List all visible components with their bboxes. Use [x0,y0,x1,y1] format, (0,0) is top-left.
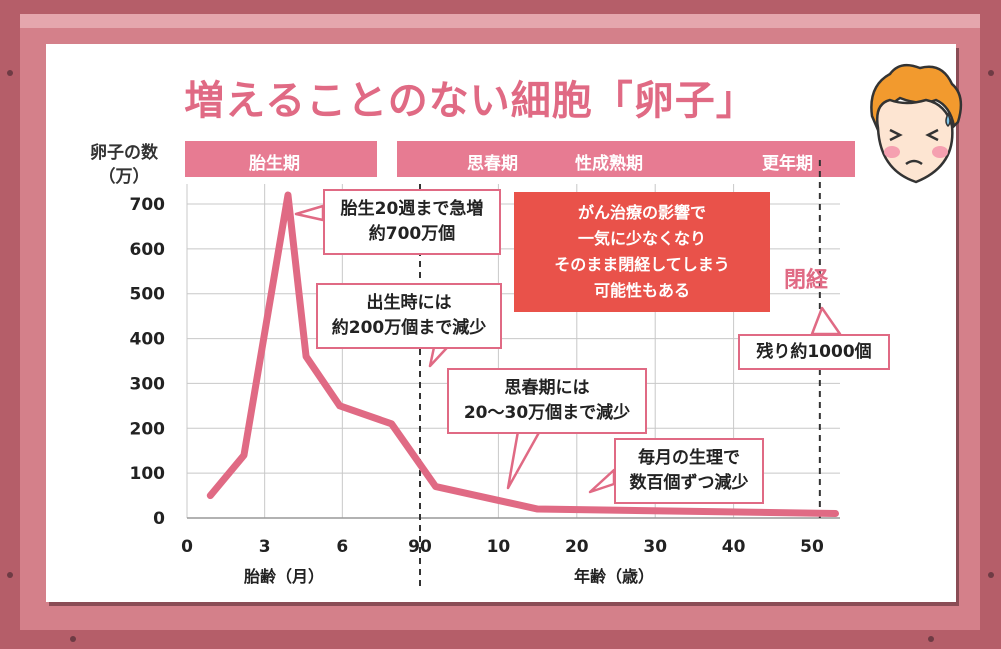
x-tick-label: 10 [487,537,511,557]
rivet-icon [7,70,13,76]
warning-line1: がん治療の影響で [577,203,706,222]
callout-remaining-pointer [810,306,842,336]
callout-birth-line1: 出生時には [366,293,452,313]
menopause-label: 閉経 [784,268,829,293]
rivet-icon [928,636,934,642]
worried-person-icon [870,63,963,184]
y-tick-label: 100 [130,464,166,484]
band-maturity-label: 性成熟期 [575,154,643,174]
callout-peak-line2: 約700万個 [368,224,456,244]
rivet-icon [988,572,994,578]
callout-peak-pointer [294,204,325,222]
warning-line4: 可能性もある [593,281,690,300]
x-tick-label: 50 [800,537,824,557]
callout-remaining-text: 残り約1000個 [756,342,872,362]
callout-peak-line1: 胎生20週まで急増 [340,199,484,219]
x-tick-label: 30 [643,537,667,557]
frame-top-stripe-light [0,14,1001,28]
band-postnatal: 思春期 性成熟期 更年期 [397,141,855,177]
y-tick-label: 300 [130,374,166,394]
band-fetal: 胎生期 [185,141,377,177]
frame-top-stripe [0,0,1001,14]
warning-box: がん治療の影響で 一気に少なくなり そのまま閉経してしまう 可能性もある [514,192,770,312]
frame-right-stripe [980,0,1001,649]
rivet-icon [988,70,994,76]
band-fetal-label: 胎生期 [249,154,300,174]
y-tick-label: 700 [130,195,166,215]
callout-birth-line2: 約200万個まで減少 [331,318,487,338]
chart-series [206,191,840,518]
warning-line2: 一気に少なくなり [577,229,706,248]
callout-puberty-line2: 20〜30万個まで減少 [463,403,631,423]
band-puberty-label: 思春期 [467,154,518,174]
y-tick-label: 600 [130,240,166,260]
band-menopause-label: 更年期 [762,154,813,174]
y-tick-label: 500 [130,285,166,305]
x-axis-label-age: 年齢（歳） [574,567,655,586]
rivet-icon [70,636,76,642]
y-tick-label: 400 [130,330,166,350]
y-axis-title: 卵子の数 （万） [90,141,158,189]
y-axis-title-line2: （万） [98,167,150,187]
x-axis-label-fetal: 胎齢（月） [244,567,325,586]
frame-bottom-stripe [0,630,1001,649]
warning-line3: そのまま閉経してしまう [554,255,730,274]
callout-monthly-line2: 数百個ずつ減少 [629,473,749,493]
y-tick-label: 200 [130,419,166,439]
callout-monthly: 毎月の生理で 数百個ずつ減少 [614,438,764,504]
x-tick-label: 40 [722,537,746,557]
callout-peak: 胎生20週まで急増 約700万個 [323,189,501,255]
x-tick-label: 6 [336,537,348,557]
x-tick-label: 3 [259,537,271,557]
callout-remaining: 残り約1000個 [738,334,890,370]
x-tick-label: 20 [565,537,589,557]
callout-puberty: 思春期には 20〜30万個まで減少 [447,368,647,434]
callout-monthly-line1: 毎月の生理で [638,448,740,468]
frame-left-stripe [0,0,20,649]
chart-title: 増えることのない細胞「卵子」 [184,78,757,124]
y-tick-label: 0 [153,509,165,529]
y-axis-title-line1: 卵子の数 [90,143,158,163]
rivet-icon [7,572,13,578]
callout-puberty-line1: 思春期には [504,378,590,398]
callout-birth: 出生時には 約200万個まで減少 [316,283,502,349]
x-tick-label: 0 [181,537,193,557]
